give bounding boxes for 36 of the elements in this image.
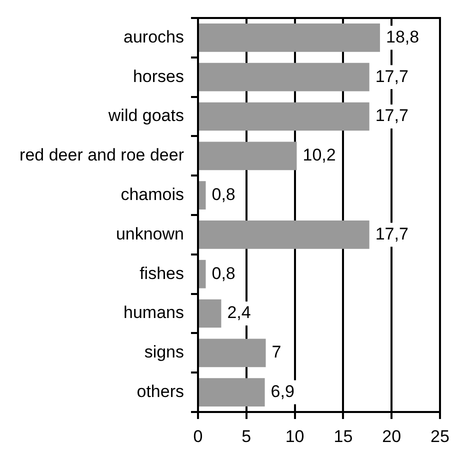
data-label: 2,4 bbox=[227, 303, 251, 322]
x-tick-label: 0 bbox=[193, 426, 203, 446]
bar bbox=[199, 62, 370, 92]
data-label: 6,9 bbox=[270, 382, 294, 401]
x-tick-label: 5 bbox=[242, 426, 252, 446]
bar bbox=[199, 102, 370, 131]
bar bbox=[199, 142, 297, 170]
data-label: 7 bbox=[272, 342, 282, 362]
x-tick-label: 25 bbox=[430, 426, 450, 446]
x-tick-label: 20 bbox=[382, 426, 402, 446]
data-label: 18,8 bbox=[386, 27, 420, 46]
data-label: 10,2 bbox=[302, 146, 336, 165]
bar bbox=[199, 260, 206, 288]
bar bbox=[199, 181, 206, 210]
data-label: 0,8 bbox=[212, 264, 236, 283]
bar bbox=[199, 24, 380, 52]
bar bbox=[199, 220, 370, 249]
bar bbox=[199, 338, 266, 368]
y-tick-label: horses bbox=[132, 66, 184, 86]
data-label: 17,7 bbox=[375, 66, 408, 86]
y-tick-label: aurochs bbox=[124, 27, 184, 46]
y-tick-label: fishes bbox=[140, 264, 184, 283]
data-label: 17,7 bbox=[375, 106, 408, 126]
y-tick-label: wild goats bbox=[107, 106, 184, 126]
x-tick-label: 15 bbox=[334, 426, 353, 446]
y-tick-label: chamois bbox=[120, 184, 184, 204]
y-tick-label: humans bbox=[124, 303, 184, 322]
x-tick-label: 10 bbox=[285, 426, 304, 446]
bar bbox=[199, 299, 222, 328]
data-label: 0,8 bbox=[212, 184, 236, 204]
y-tick-label: unknown bbox=[116, 224, 184, 244]
y-tick-label: signs bbox=[144, 342, 184, 362]
y-tick-label: others bbox=[136, 382, 184, 401]
y-tick-label: red deer and roe deer bbox=[20, 146, 184, 165]
bar bbox=[199, 378, 265, 406]
data-label: 17,7 bbox=[375, 224, 408, 244]
